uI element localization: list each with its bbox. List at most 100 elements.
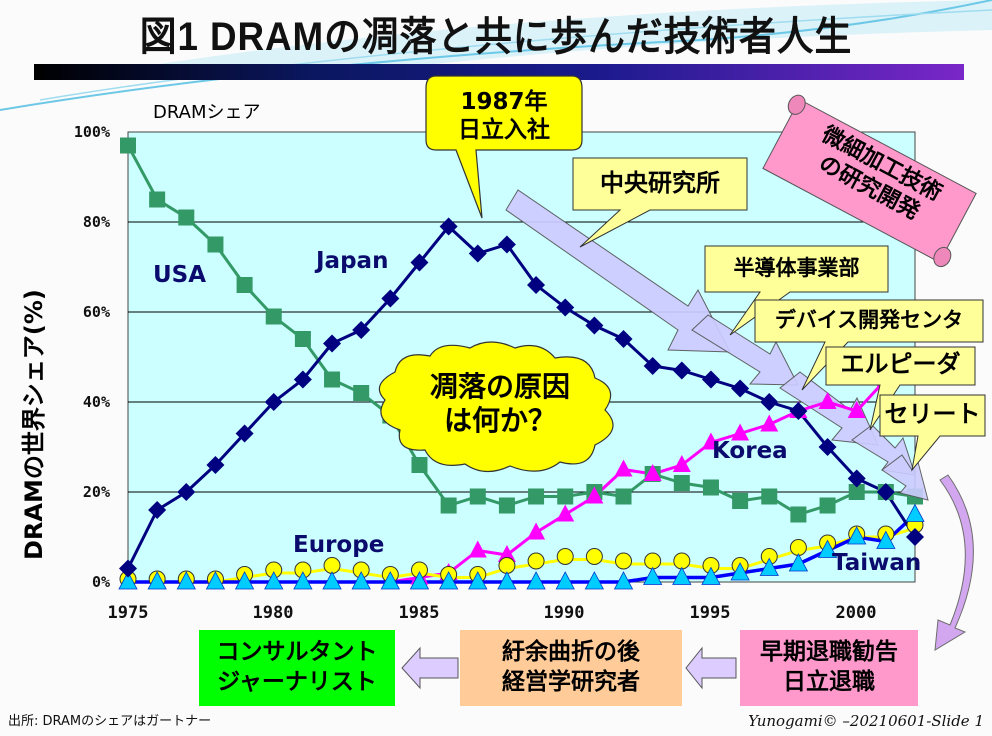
marker-usa [265,308,282,325]
x-tick-2000: 2000 [835,603,877,623]
marker-japan [206,456,225,474]
marker-usa [236,277,253,293]
callout-semiconductor-text: 半導体事業部 [733,256,860,280]
marker-europe [644,552,662,570]
marker-usa [294,331,311,347]
series-label-usa: USA [153,262,207,288]
scroll-banner-microfab-rd [762,94,977,268]
marker-japan [497,235,516,254]
series-label-europe: Europe [293,532,385,558]
marker-europe [556,548,574,565]
marker-japan [760,393,779,411]
series-line-japan [126,224,917,570]
marker-taiwan [876,530,896,549]
marker-taiwan [613,571,634,590]
marker-usa [673,475,690,491]
marker-usa [615,488,632,505]
marker-korea [731,423,750,441]
marker-taiwan [380,571,400,590]
chart-title: DRAMシェア [153,102,261,123]
cloud-text: 凋落の原因 は何か？ [405,370,595,438]
marker-usa [790,506,807,523]
marker-korea [468,540,487,558]
callout-central-lab-text: 中央研究所 [600,169,720,197]
marker-japan [527,276,546,294]
marker-taiwan [847,526,867,545]
marker-japan [323,334,342,353]
marker-japan [818,438,837,456]
marker-japan [439,217,458,236]
marker-japan [585,316,604,335]
series-line-europe [128,526,916,584]
marker-usa [324,371,341,388]
marker-japan [731,379,750,398]
series-label-korea: Korea [712,438,788,464]
marker-usa [557,488,574,505]
marker-europe [585,548,603,565]
x-tick-1985: 1985 [398,603,440,623]
career-box-2-line2: 経営学研究者 [502,669,640,695]
y-tick-0: 0% [91,573,110,591]
marker-japan [352,321,371,339]
marker-korea [760,414,779,432]
slide-credit: Yunogami© –20210601-Slide 1 [748,712,984,730]
series-lines [126,144,917,584]
marker-taiwan [234,571,255,590]
series-label-taiwan: Taiwan [832,550,922,576]
marker-usa [702,479,719,496]
marker-korea [527,522,546,540]
career-box-1-line2: 日立退職 [783,669,875,695]
marker-japan [235,424,254,443]
x-tick-1995: 1995 [689,603,731,623]
marker-usa [469,488,486,505]
marker-taiwan [497,571,517,590]
slide-title: 図1 DRAMの凋落と共に歩んだ技術者人生 [139,15,853,59]
marker-japan [177,483,196,501]
y-tick-100: 100% [73,123,110,141]
marker-taiwan [817,539,838,558]
marker-japan [672,361,691,380]
marker-usa [353,385,370,401]
marker-japan [789,402,808,420]
marker-taiwan [905,503,925,522]
marker-korea [818,392,837,409]
callout-selete-text: セリート [884,400,981,428]
marker-japan [847,469,866,488]
marker-europe [615,552,633,570]
marker-usa [207,236,224,253]
marker-taiwan [730,562,750,581]
marker-usa [440,497,457,514]
source-note: 出所: DRAMのシェアはガートナー [8,714,212,729]
marker-taiwan [118,571,138,590]
y-tick-20: 20% [82,483,110,501]
marker-taiwan [409,571,430,590]
marker-taiwan [205,571,226,590]
marker-japan [293,370,312,389]
callout-device-text: デバイス開発センタ [774,308,964,332]
marker-korea [672,455,691,472]
career-box-consultant-journalist: コンサルタント ジャーナリスト [199,630,395,706]
background-swoosh [0,0,992,111]
curved-down-arrow [934,474,974,651]
y-tick-60: 60% [82,303,110,321]
marker-taiwan [468,571,488,590]
marker-taiwan [351,571,371,590]
callout-selete [879,394,986,472]
marker-usa [498,497,515,514]
marker-europe [789,539,807,556]
series-label-japan: Japan [316,248,389,274]
marker-taiwan [147,571,167,590]
marker-taiwan [293,571,313,590]
marker-taiwan [438,571,459,590]
marker-taiwan [672,566,692,585]
career-box-early-retirement: 早期退職勧告 日立退職 [740,630,918,706]
marker-japan [148,501,167,519]
marker-japan [614,330,633,348]
flow-arrow-2 [401,646,459,690]
cloud-line1: 凋落の原因 [429,370,570,403]
callout-join-text: 1987年 日立入社 [426,88,582,144]
cloud-line2: は何か？ [443,404,556,438]
callout-join-line2: 日立入社 [458,117,550,144]
career-box-management-researcher: 紆余曲折の後 経営学研究者 [460,630,682,706]
